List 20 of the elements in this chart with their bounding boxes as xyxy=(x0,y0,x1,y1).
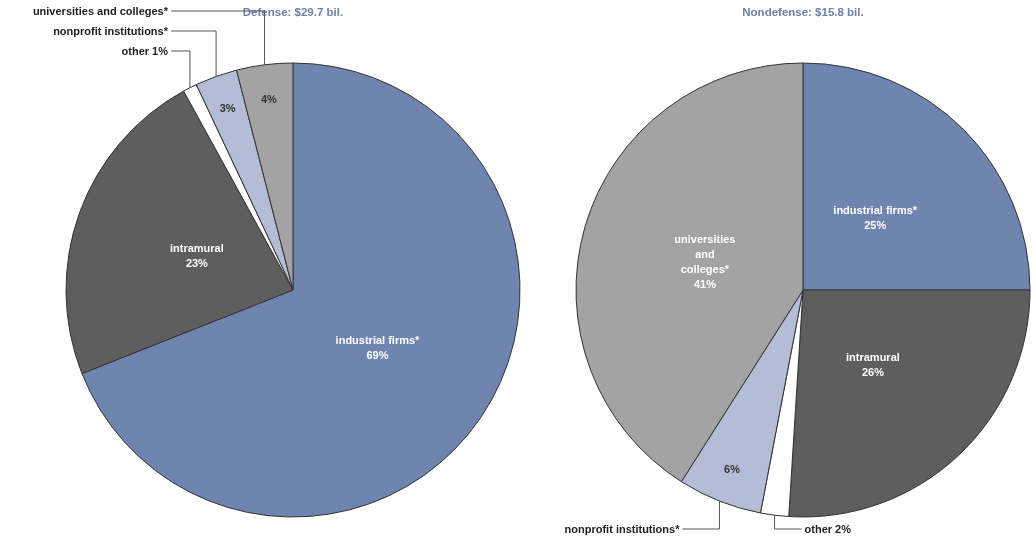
data-label: 26% xyxy=(861,365,885,378)
slice-label: other 2% xyxy=(804,523,852,535)
data-label: 69% xyxy=(366,348,389,361)
slice-label: universities and colleges* xyxy=(674,233,736,275)
slice-label: nonprofit institutions* xyxy=(564,523,681,535)
chart-title: Nondefense: $15.8 bil. xyxy=(742,6,864,18)
slice-label: nonprofit institutions* xyxy=(53,25,169,37)
slice-label: intramural xyxy=(846,350,900,363)
data-label: 6% xyxy=(724,463,741,476)
slice-label: industrial firms* xyxy=(335,333,421,346)
data-label: 41% xyxy=(693,278,717,290)
slice-label: intramural xyxy=(169,241,224,254)
data-label: 25% xyxy=(864,219,887,232)
data-label: 23% xyxy=(185,256,209,269)
slice-label: industrial firms* xyxy=(833,204,918,217)
data-label: 4% xyxy=(260,92,277,105)
data-label: 3% xyxy=(219,102,236,115)
slice-label: other 1% xyxy=(121,45,169,57)
slice-label: universities and colleges* xyxy=(32,5,169,17)
chart-title: Defense: $29.7 bil. xyxy=(242,6,344,18)
